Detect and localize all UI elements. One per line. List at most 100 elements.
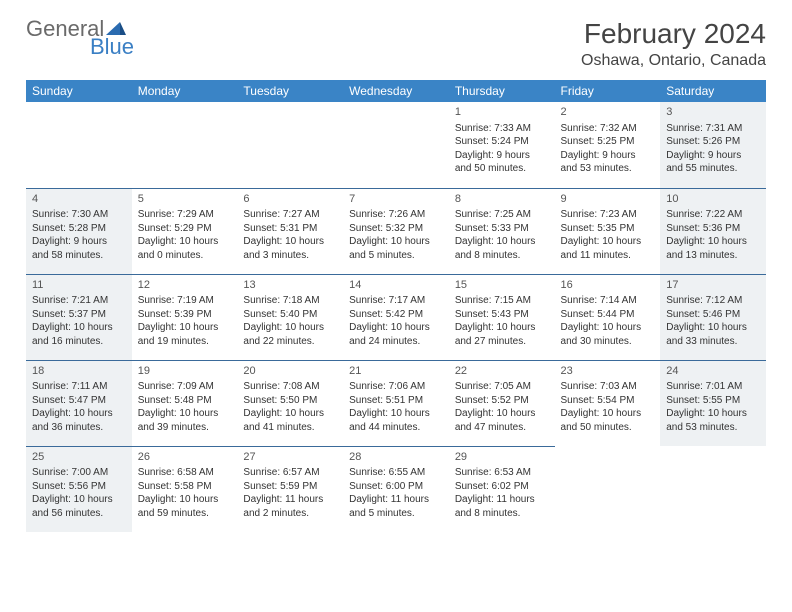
daylight-text: and 41 minutes. [243, 421, 337, 435]
calendar-cell: 22Sunrise: 7:05 AMSunset: 5:52 PMDayligh… [449, 360, 555, 446]
daylight-text: Daylight: 9 hours [666, 149, 760, 163]
calendar-cell [555, 446, 661, 532]
sunset-text: Sunset: 5:28 PM [32, 222, 126, 236]
daylight-text: and 59 minutes. [138, 507, 232, 521]
daylight-text: Daylight: 10 hours [138, 493, 232, 507]
sunrise-text: Sunrise: 7:33 AM [455, 122, 549, 136]
daylight-text: and 11 minutes. [561, 249, 655, 263]
calendar-cell: 14Sunrise: 7:17 AMSunset: 5:42 PMDayligh… [343, 274, 449, 360]
daylight-text: and 44 minutes. [349, 421, 443, 435]
calendar-row: 25Sunrise: 7:00 AMSunset: 5:56 PMDayligh… [26, 446, 766, 532]
daylight-text: and 47 minutes. [455, 421, 549, 435]
daylight-text: and 50 minutes. [561, 421, 655, 435]
day-number: 6 [243, 192, 337, 207]
sunset-text: Sunset: 5:51 PM [349, 394, 443, 408]
daylight-text: and 0 minutes. [138, 249, 232, 263]
sunrise-text: Sunrise: 7:08 AM [243, 380, 337, 394]
sunrise-text: Sunrise: 7:26 AM [349, 208, 443, 222]
day-number: 17 [666, 278, 760, 293]
calendar-row: 11Sunrise: 7:21 AMSunset: 5:37 PMDayligh… [26, 274, 766, 360]
sunset-text: Sunset: 5:43 PM [455, 308, 549, 322]
sunrise-text: Sunrise: 7:23 AM [561, 208, 655, 222]
daylight-text: and 22 minutes. [243, 335, 337, 349]
daylight-text: Daylight: 10 hours [349, 407, 443, 421]
daylight-text: and 53 minutes. [561, 162, 655, 176]
daylight-text: and 58 minutes. [32, 249, 126, 263]
daylight-text: and 8 minutes. [455, 507, 549, 521]
calendar-row: 4Sunrise: 7:30 AMSunset: 5:28 PMDaylight… [26, 188, 766, 274]
day-header: Sunday [26, 80, 132, 102]
day-number: 10 [666, 192, 760, 207]
sunset-text: Sunset: 5:40 PM [243, 308, 337, 322]
sunset-text: Sunset: 5:52 PM [455, 394, 549, 408]
day-header: Friday [555, 80, 661, 102]
calendar-cell: 27Sunrise: 6:57 AMSunset: 5:59 PMDayligh… [237, 446, 343, 532]
calendar-cell: 16Sunrise: 7:14 AMSunset: 5:44 PMDayligh… [555, 274, 661, 360]
sunset-text: Sunset: 5:42 PM [349, 308, 443, 322]
daylight-text: Daylight: 10 hours [138, 235, 232, 249]
day-number: 7 [349, 192, 443, 207]
sunset-text: Sunset: 5:55 PM [666, 394, 760, 408]
day-number: 2 [561, 105, 655, 120]
daylight-text: and 24 minutes. [349, 335, 443, 349]
logo-word-2: Blue [90, 36, 134, 58]
calendar-cell: 11Sunrise: 7:21 AMSunset: 5:37 PMDayligh… [26, 274, 132, 360]
day-number: 13 [243, 278, 337, 293]
daylight-text: and 2 minutes. [243, 507, 337, 521]
sunset-text: Sunset: 5:50 PM [243, 394, 337, 408]
calendar-cell: 8Sunrise: 7:25 AMSunset: 5:33 PMDaylight… [449, 188, 555, 274]
day-number: 4 [32, 192, 126, 207]
daylight-text: and 16 minutes. [32, 335, 126, 349]
calendar-cell: 25Sunrise: 7:00 AMSunset: 5:56 PMDayligh… [26, 446, 132, 532]
daylight-text: and 5 minutes. [349, 249, 443, 263]
calendar-cell: 17Sunrise: 7:12 AMSunset: 5:46 PMDayligh… [660, 274, 766, 360]
sunrise-text: Sunrise: 6:58 AM [138, 466, 232, 480]
day-number: 22 [455, 364, 549, 379]
day-number: 27 [243, 450, 337, 465]
calendar-cell: 10Sunrise: 7:22 AMSunset: 5:36 PMDayligh… [660, 188, 766, 274]
day-number: 1 [455, 105, 549, 120]
daylight-text: and 56 minutes. [32, 507, 126, 521]
sunrise-text: Sunrise: 7:05 AM [455, 380, 549, 394]
sunset-text: Sunset: 5:32 PM [349, 222, 443, 236]
sunset-text: Sunset: 5:33 PM [455, 222, 549, 236]
page-title: February 2024 [581, 18, 766, 50]
daylight-text: Daylight: 10 hours [455, 407, 549, 421]
sunset-text: Sunset: 5:29 PM [138, 222, 232, 236]
sunrise-text: Sunrise: 7:12 AM [666, 294, 760, 308]
header: GeneralBlue February 2024 Oshawa, Ontari… [26, 18, 766, 70]
sunrise-text: Sunrise: 7:01 AM [666, 380, 760, 394]
sunrise-text: Sunrise: 7:31 AM [666, 122, 760, 136]
sunrise-text: Sunrise: 6:57 AM [243, 466, 337, 480]
daylight-text: and 27 minutes. [455, 335, 549, 349]
day-number: 21 [349, 364, 443, 379]
daylight-text: Daylight: 11 hours [349, 493, 443, 507]
calendar-cell: 15Sunrise: 7:15 AMSunset: 5:43 PMDayligh… [449, 274, 555, 360]
sunset-text: Sunset: 5:54 PM [561, 394, 655, 408]
day-header-row: Sunday Monday Tuesday Wednesday Thursday… [26, 80, 766, 102]
day-number: 23 [561, 364, 655, 379]
logo: GeneralBlue [26, 18, 134, 58]
day-number: 12 [138, 278, 232, 293]
calendar-cell [26, 102, 132, 188]
day-header: Tuesday [237, 80, 343, 102]
day-number: 20 [243, 364, 337, 379]
daylight-text: Daylight: 11 hours [455, 493, 549, 507]
day-number: 18 [32, 364, 126, 379]
sunset-text: Sunset: 5:44 PM [561, 308, 655, 322]
calendar-cell: 1Sunrise: 7:33 AMSunset: 5:24 PMDaylight… [449, 102, 555, 188]
daylight-text: Daylight: 10 hours [666, 321, 760, 335]
daylight-text: Daylight: 10 hours [666, 407, 760, 421]
day-number: 11 [32, 278, 126, 293]
day-number: 8 [455, 192, 549, 207]
sunrise-text: Sunrise: 7:21 AM [32, 294, 126, 308]
calendar-cell: 2Sunrise: 7:32 AMSunset: 5:25 PMDaylight… [555, 102, 661, 188]
day-header: Saturday [660, 80, 766, 102]
sunset-text: Sunset: 5:48 PM [138, 394, 232, 408]
sunset-text: Sunset: 5:26 PM [666, 135, 760, 149]
calendar-cell [237, 102, 343, 188]
sunrise-text: Sunrise: 7:06 AM [349, 380, 443, 394]
sunset-text: Sunset: 5:56 PM [32, 480, 126, 494]
daylight-text: and 33 minutes. [666, 335, 760, 349]
sunset-text: Sunset: 5:39 PM [138, 308, 232, 322]
